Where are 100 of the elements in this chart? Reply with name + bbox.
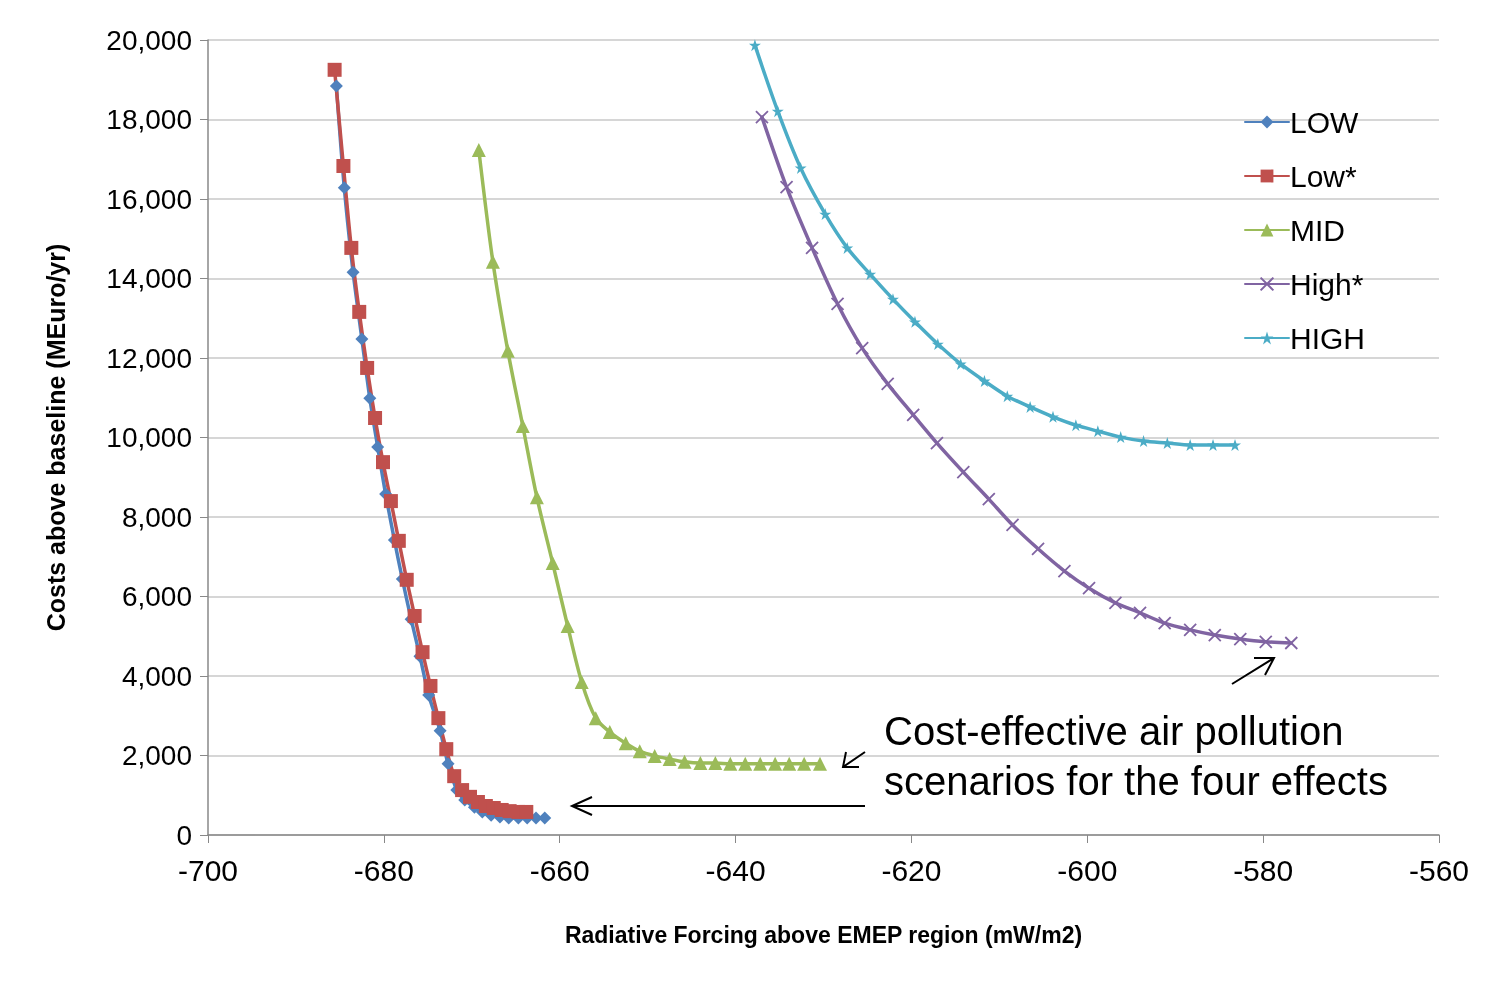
point	[538, 811, 552, 825]
point	[886, 293, 899, 306]
point	[677, 754, 692, 769]
point	[433, 724, 447, 738]
legend-label: High*	[1290, 267, 1364, 301]
point	[779, 180, 794, 194]
point	[368, 411, 383, 426]
x-tick-label: -700	[177, 853, 239, 887]
point	[519, 804, 534, 819]
point	[560, 618, 575, 633]
point	[588, 711, 603, 726]
x-tick-label: -660	[529, 853, 590, 887]
legend-label: Low*	[1290, 159, 1358, 193]
point	[1233, 632, 1248, 646]
point	[755, 110, 769, 125]
point	[439, 742, 454, 757]
point	[329, 79, 343, 93]
point	[864, 268, 877, 281]
point	[841, 241, 854, 254]
point	[391, 533, 406, 548]
point	[723, 756, 738, 771]
point	[1157, 616, 1172, 631]
point	[632, 744, 647, 759]
point	[618, 736, 633, 751]
x-tick-label: -580	[1233, 853, 1294, 887]
x-tick-label: -680	[353, 853, 414, 887]
x-tick-label: -640	[705, 853, 766, 887]
x-tick-label: -620	[881, 853, 942, 887]
point	[344, 240, 359, 255]
point	[1183, 622, 1198, 637]
point	[383, 494, 398, 509]
point	[906, 407, 921, 422]
point	[471, 143, 486, 158]
point	[782, 756, 797, 771]
point	[768, 756, 783, 771]
point	[805, 240, 819, 255]
point	[954, 357, 967, 370]
point	[415, 645, 430, 660]
point	[748, 39, 761, 52]
point	[1258, 634, 1273, 649]
point	[794, 161, 807, 174]
point	[771, 105, 784, 118]
point	[978, 375, 991, 388]
point	[1082, 581, 1096, 596]
point	[797, 756, 812, 771]
point	[363, 391, 377, 405]
point	[485, 254, 500, 269]
y-tick-label: 12,000	[106, 342, 192, 374]
point	[355, 332, 369, 346]
point	[1057, 564, 1072, 578]
point	[647, 748, 662, 763]
point	[375, 455, 390, 470]
y-tick-label: 16,000	[106, 183, 192, 215]
y-tick-label: 14,000	[106, 263, 192, 294]
point	[1133, 605, 1147, 620]
annotation: Cost-effective air pollution scenarios for the four effects	[884, 708, 1389, 805]
point	[545, 556, 560, 571]
point	[337, 181, 351, 195]
point	[336, 159, 351, 174]
y-tick-label: 8,000	[121, 501, 192, 533]
point	[819, 208, 832, 221]
point	[327, 62, 342, 77]
y-tick-label: 10,000	[106, 422, 192, 453]
point	[908, 315, 921, 328]
point	[830, 297, 845, 311]
y-axis-title: Costs above baseline (MEuro/yr)	[41, 243, 70, 632]
point	[574, 674, 589, 689]
point	[346, 265, 360, 279]
point	[1284, 636, 1299, 650]
point	[529, 490, 544, 505]
point	[447, 769, 462, 784]
point	[708, 756, 723, 771]
point	[812, 756, 827, 771]
point	[500, 343, 515, 358]
point	[441, 757, 455, 771]
point	[399, 572, 414, 587]
y-tick-label: 18,000	[106, 104, 192, 135]
legend-label: LOW	[1290, 105, 1360, 139]
legend-label: MID	[1290, 213, 1345, 247]
point	[693, 756, 708, 771]
point	[931, 338, 944, 351]
x-axis-title: Radiative Forcing above EMEP region (mW/m2)	[564, 921, 1083, 948]
point	[1207, 628, 1222, 642]
point	[880, 376, 895, 391]
point	[1001, 390, 1014, 403]
point	[515, 418, 530, 433]
y-tick-label: 20,000	[106, 24, 192, 56]
y-tick-label: 4,000	[121, 660, 192, 692]
point	[407, 608, 422, 623]
y-tick-label: 2,000	[121, 740, 192, 771]
point	[360, 360, 375, 375]
point	[1108, 595, 1123, 610]
point	[1024, 400, 1037, 413]
point	[662, 752, 677, 767]
point	[431, 711, 446, 726]
x-tick-label: -600	[1057, 853, 1118, 887]
point	[602, 725, 617, 740]
point	[423, 678, 438, 693]
point	[738, 756, 753, 771]
point	[352, 304, 367, 319]
